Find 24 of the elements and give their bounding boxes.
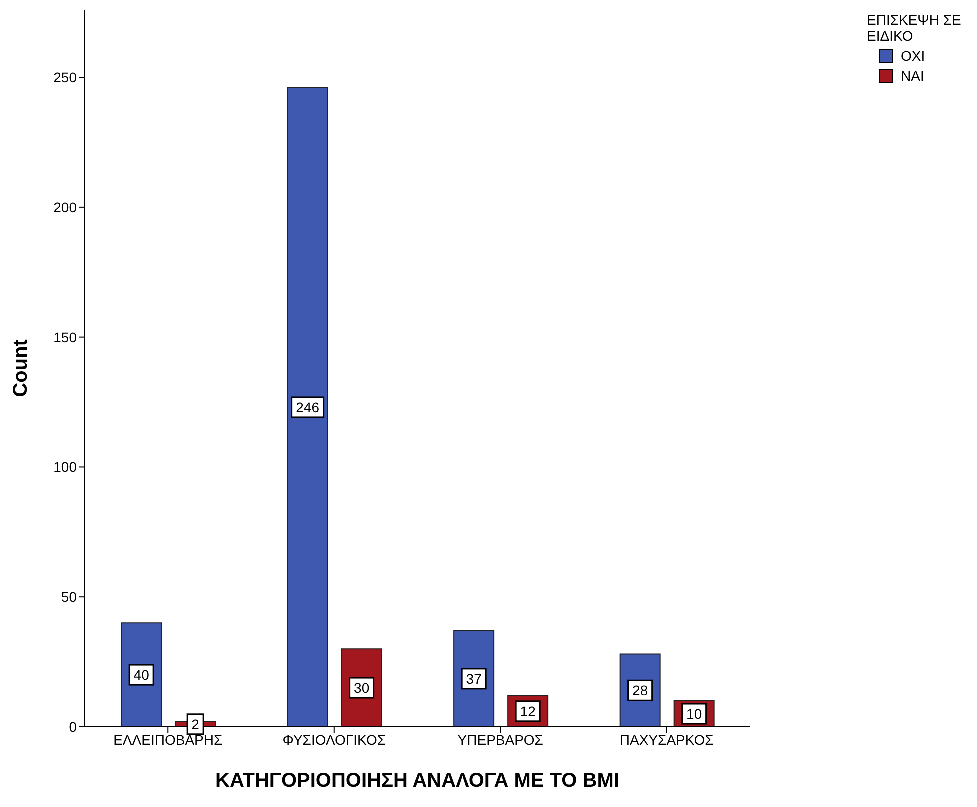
y-tick-label: 250 bbox=[54, 70, 78, 86]
legend-title: ΕΠΙΣΚΕΨΗ ΣΕ ΕΙΔΙΚΟ bbox=[867, 12, 962, 44]
x-tick-label: ΕΛΛΕΙΠΟΒΑΡΗΣ bbox=[114, 732, 223, 748]
x-tick-label: ΠΑΧΥΣΑΡΚΟΣ bbox=[620, 732, 714, 748]
legend-label: ΝΑΙ bbox=[901, 68, 924, 84]
data-label: 37 bbox=[466, 670, 482, 687]
legend-label: ΟΧΙ bbox=[901, 48, 926, 64]
y-tick-label: 0 bbox=[69, 718, 78, 735]
x-tick-label: ΥΠΕΡΒΑΡΟΣ bbox=[458, 732, 544, 748]
bar bbox=[287, 87, 328, 727]
data-label: 28 bbox=[632, 682, 648, 699]
data-label: 10 bbox=[686, 706, 702, 722]
y-tick-label: 50 bbox=[61, 589, 78, 606]
data-label: 12 bbox=[520, 703, 536, 720]
data-label: 246 bbox=[296, 399, 320, 416]
y-tick-label: 100 bbox=[54, 459, 78, 476]
data-label: 40 bbox=[134, 667, 150, 684]
x-tick-label: ΦΥΣΙΟΛΟΓΙΚΟΣ bbox=[282, 732, 386, 748]
x-axis-title: ΚΑΤΗΓΟΡΙΟΠΟΙΗΣΗ ΑΝΑΛΟΓΑ ΜΕ ΤΟ BMI bbox=[216, 770, 620, 792]
y-tick-label: 150 bbox=[54, 329, 78, 346]
data-label: 2 bbox=[192, 716, 200, 732]
y-tick-label: 200 bbox=[54, 199, 78, 216]
data-label: 30 bbox=[354, 680, 370, 696]
y-axis-title: Count bbox=[10, 339, 32, 398]
